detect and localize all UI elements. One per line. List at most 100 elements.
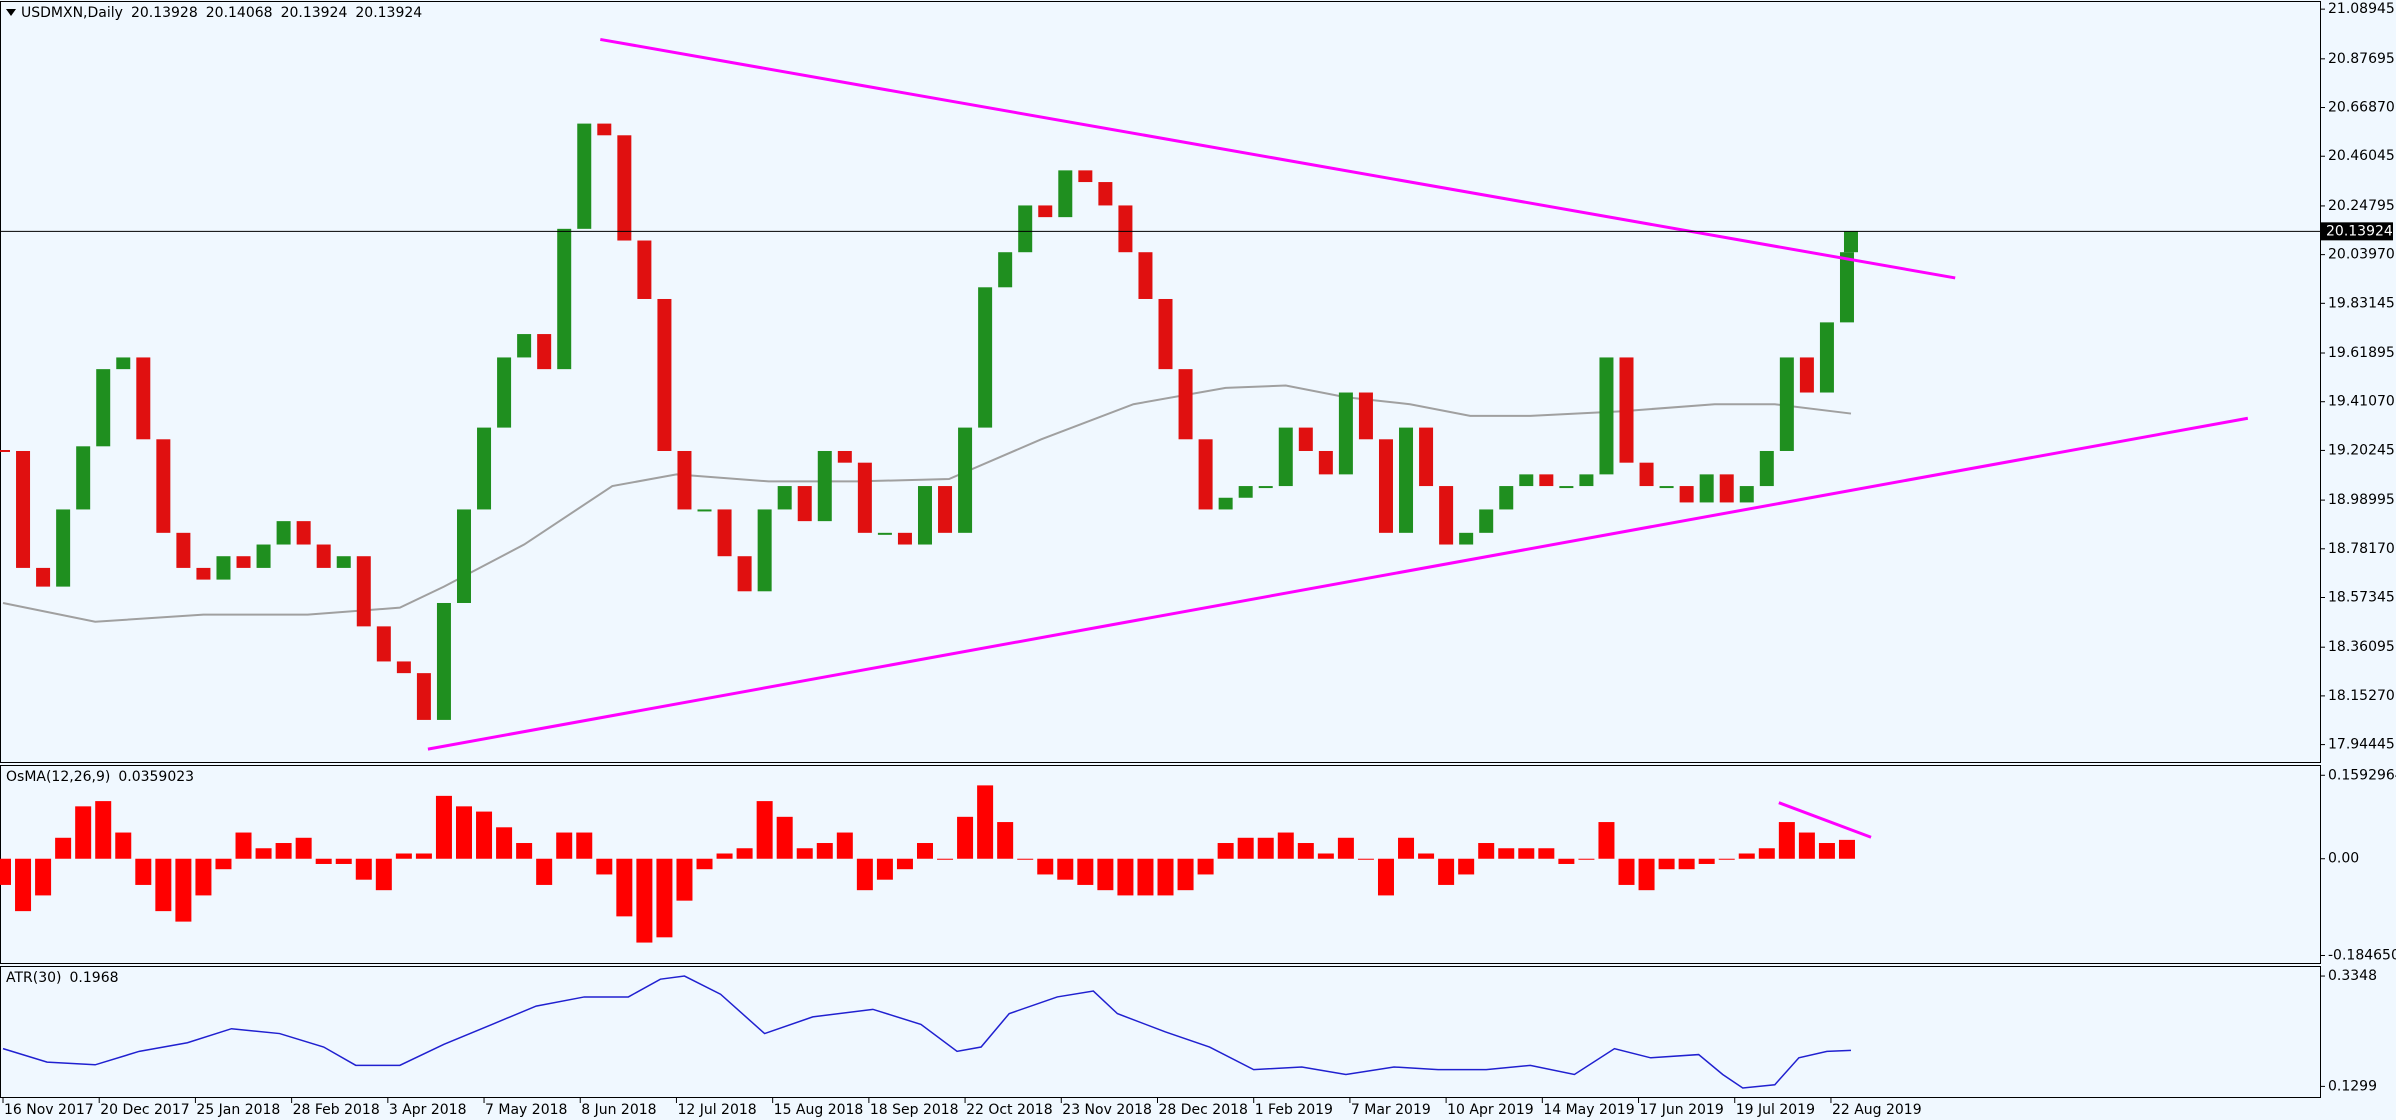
candle [1519, 474, 1534, 487]
candle [537, 334, 552, 370]
histogram-bar [776, 816, 793, 859]
histogram-bar [415, 853, 432, 859]
candle [577, 123, 592, 229]
candle [416, 673, 431, 720]
candle [1419, 427, 1434, 487]
candle [1839, 252, 1854, 323]
y-tick-label: 20.87695 [2328, 51, 2395, 67]
y-tick-label: 19.20245 [2328, 442, 2395, 458]
x-tick-label: 12 Jul 2018 [677, 1102, 756, 1118]
histogram-bar [355, 858, 372, 880]
candle [1038, 205, 1053, 218]
price-label: 20.13924 [2326, 223, 2393, 239]
candle [857, 462, 872, 533]
histogram-bar [576, 832, 593, 859]
y-tick-label: 20.46045 [2328, 148, 2395, 164]
histogram-bar [155, 858, 172, 912]
candle [1679, 486, 1694, 503]
histogram-bar [1077, 858, 1094, 885]
x-tick-label: 7 Mar 2019 [1351, 1102, 1431, 1118]
candle [1639, 462, 1654, 487]
y-tick-label: 18.78170 [2328, 541, 2395, 557]
histogram-bar [1478, 843, 1495, 859]
y-tick-label: 18.15270 [2328, 688, 2395, 704]
histogram-bar [1357, 858, 1374, 860]
histogram-bar [1778, 822, 1795, 859]
x-tick-label: 18 Sep 2018 [870, 1102, 959, 1118]
histogram-bar [937, 858, 954, 860]
candle [56, 509, 71, 587]
histogram-bar [1117, 858, 1134, 896]
histogram-bar [1197, 858, 1214, 875]
candle [998, 252, 1013, 288]
candle [1499, 486, 1514, 510]
candle [1098, 182, 1113, 206]
panel-title: USDMXN,Daily [21, 5, 123, 21]
y-tick-label: 0.1592964 [2328, 767, 2396, 783]
histogram-bar [95, 801, 112, 859]
candle [1298, 427, 1313, 451]
x-tick-label: 28 Dec 2018 [1158, 1102, 1247, 1118]
ohlc-value: 20.13924 [355, 5, 422, 21]
histogram-bar [275, 843, 292, 859]
candle [597, 123, 612, 136]
candle [436, 602, 451, 720]
histogram-bar [836, 832, 853, 859]
candle [1058, 170, 1073, 218]
candle [1759, 450, 1774, 487]
histogram-bar [536, 858, 553, 885]
candle [717, 509, 732, 557]
trendline [600, 37, 1956, 280]
candle [1258, 486, 1273, 489]
histogram-bar [0, 858, 11, 885]
panel-frame [0, 966, 2321, 1098]
candle [1158, 298, 1173, 370]
histogram-bar [1838, 839, 1855, 859]
candle [1178, 369, 1193, 440]
indicator-value: 0.1968 [70, 970, 119, 986]
candle [777, 486, 792, 510]
x-tick-label: 3 Apr 2018 [389, 1102, 467, 1118]
histogram-bar [496, 827, 513, 859]
histogram-bar [1257, 837, 1274, 859]
candle [1378, 439, 1393, 533]
menu-arrow[interactable] [6, 9, 16, 16]
histogram-bar [75, 806, 92, 859]
candle [1399, 427, 1414, 533]
histogram-bar [1658, 858, 1675, 870]
histogram-bar [1337, 837, 1354, 859]
histogram-bar [696, 858, 713, 870]
candle [1599, 357, 1614, 475]
ohlc-value: 20.13928 [131, 5, 198, 21]
candle [1559, 486, 1574, 489]
histogram-bar [1317, 853, 1334, 859]
candle [1799, 357, 1814, 393]
histogram-bar [315, 858, 332, 864]
candle [276, 521, 291, 545]
y-tick-label: 19.41070 [2328, 394, 2395, 410]
histogram-bar [395, 853, 412, 859]
candle [1218, 497, 1233, 510]
histogram-bar [1237, 837, 1254, 859]
candle [877, 532, 892, 535]
histogram-bar [616, 858, 633, 917]
candle [356, 556, 371, 627]
x-tick-label: 15 Aug 2018 [774, 1102, 864, 1118]
histogram-bar [1057, 858, 1074, 880]
panel-title: ATR(30) [6, 970, 62, 986]
histogram-bar [175, 858, 192, 922]
y-tick-label: 18.57345 [2328, 590, 2395, 606]
candle [797, 486, 812, 522]
histogram-bar [15, 858, 32, 912]
candle [1459, 532, 1474, 545]
moving-average [2, 384, 1852, 623]
candle [1479, 509, 1494, 533]
candle [697, 509, 712, 512]
candle [76, 446, 91, 510]
candle [1819, 322, 1834, 393]
histogram-bar [1398, 837, 1415, 859]
histogram-bar [1037, 858, 1054, 875]
histogram-bar [1458, 858, 1475, 875]
